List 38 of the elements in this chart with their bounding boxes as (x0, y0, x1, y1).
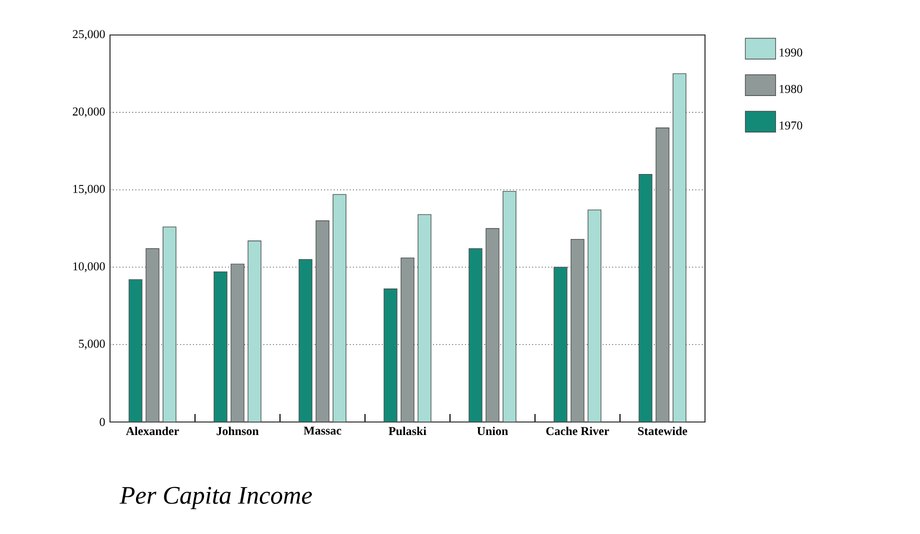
legend-label: 1990 (780, 48, 802, 57)
x-tick-label: Cache River (546, 426, 610, 436)
bar (468, 248, 482, 422)
text: Per Capita Income (120, 486, 312, 510)
bar (214, 272, 228, 422)
bar (332, 194, 346, 422)
bar (638, 174, 652, 422)
y-tick-label: 0 (100, 418, 105, 426)
y-tick-label: 15,000 (73, 184, 105, 195)
bar (672, 73, 686, 422)
bar (554, 266, 568, 422)
bar (486, 228, 500, 422)
bar (588, 210, 602, 422)
x-tick-label: Massac (304, 426, 342, 435)
x-tick-label: Union (477, 426, 508, 436)
x-tick-label: Statewide (638, 426, 688, 436)
bar (298, 259, 312, 422)
x-tick-label: Pulaski (388, 426, 426, 436)
bar (162, 226, 176, 422)
x-tick-label: Johnson (216, 426, 259, 436)
bar (400, 258, 414, 422)
legend-label: 1980 (780, 84, 802, 94)
legend-label: 1970 (780, 121, 802, 130)
x-tick-label: Alexander (126, 426, 179, 436)
bar (146, 248, 160, 422)
y-tick-label: 5,000 (78, 340, 105, 350)
bar (570, 238, 584, 422)
y-tick-label: 25,000 (72, 30, 105, 40)
bar (248, 240, 262, 422)
bar (384, 288, 398, 422)
bar (656, 128, 670, 422)
bar (128, 279, 142, 422)
bar (418, 214, 432, 422)
bar (316, 220, 330, 422)
bar (502, 191, 516, 422)
bar (230, 264, 244, 422)
y-tick-label: 20,000 (72, 107, 105, 118)
y-tick-label: 10,000 (73, 262, 105, 272)
